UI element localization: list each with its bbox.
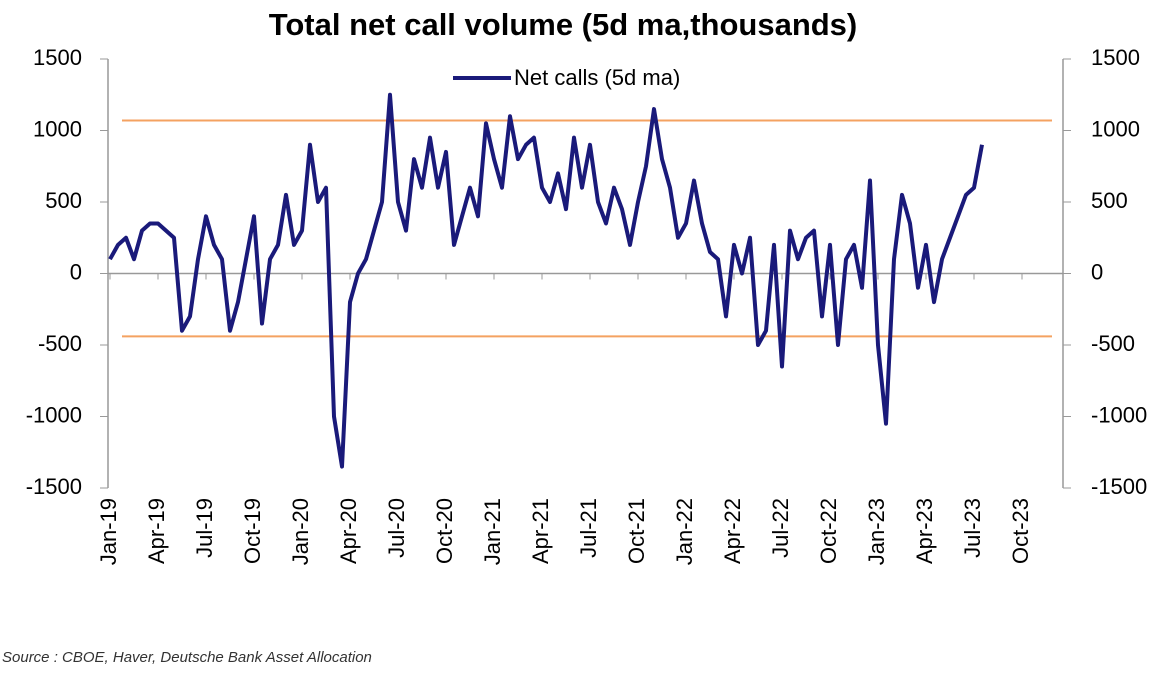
x-tick-label: Apr-19 xyxy=(144,498,169,564)
x-tick-label: Apr-20 xyxy=(336,498,361,564)
y-tick-label: 500 xyxy=(45,188,82,213)
x-tick-label: Jul-22 xyxy=(768,498,793,558)
x-tick-label: Jan-22 xyxy=(672,498,697,565)
x-tick-label: Jul-21 xyxy=(576,498,601,558)
y2-tick-label: 500 xyxy=(1091,188,1128,213)
x-tick-label: Jul-19 xyxy=(192,498,217,558)
x-tick-label: Apr-21 xyxy=(528,498,553,564)
y2-tick-label: -1500 xyxy=(1091,474,1147,499)
y-tick-label: 1000 xyxy=(33,116,82,141)
source-note: Source : CBOE, Haver, Deutsche Bank Asse… xyxy=(2,649,372,666)
x-tick-label: Jan-19 xyxy=(96,498,121,565)
y2-tick-label: 0 xyxy=(1091,259,1103,284)
x-tick-label: Jul-23 xyxy=(960,498,985,558)
y-tick-label: -1000 xyxy=(26,402,82,427)
x-tick-label: Jan-21 xyxy=(480,498,505,565)
y2-tick-label: -500 xyxy=(1091,331,1135,356)
y2-tick-label: 1000 xyxy=(1091,116,1140,141)
x-tick-label: Jan-20 xyxy=(288,498,313,565)
x-tick-label: Oct-19 xyxy=(240,498,265,564)
x-tick-label: Oct-21 xyxy=(624,498,649,564)
x-tick-label: Apr-23 xyxy=(912,498,937,564)
y2-tick-label: -1000 xyxy=(1091,402,1147,427)
legend-label: Net calls (5d ma) xyxy=(514,65,680,90)
y-tick-label: -500 xyxy=(38,331,82,356)
y2-tick-label: 1500 xyxy=(1091,45,1140,70)
x-tick-label: Apr-22 xyxy=(720,498,745,564)
chart-title: Total net call volume (5d ma,thousands) xyxy=(269,7,858,42)
x-tick-label: Oct-20 xyxy=(432,498,457,564)
x-tick-label: Oct-23 xyxy=(1008,498,1033,564)
y-tick-label: -1500 xyxy=(26,474,82,499)
y-tick-label: 1500 xyxy=(33,45,82,70)
x-tick-label: Jul-20 xyxy=(384,498,409,558)
series-line xyxy=(108,92,984,469)
y-tick-label: 0 xyxy=(70,259,82,284)
x-tick-label: Oct-22 xyxy=(816,498,841,564)
x-tick-label: Jan-23 xyxy=(864,498,889,565)
